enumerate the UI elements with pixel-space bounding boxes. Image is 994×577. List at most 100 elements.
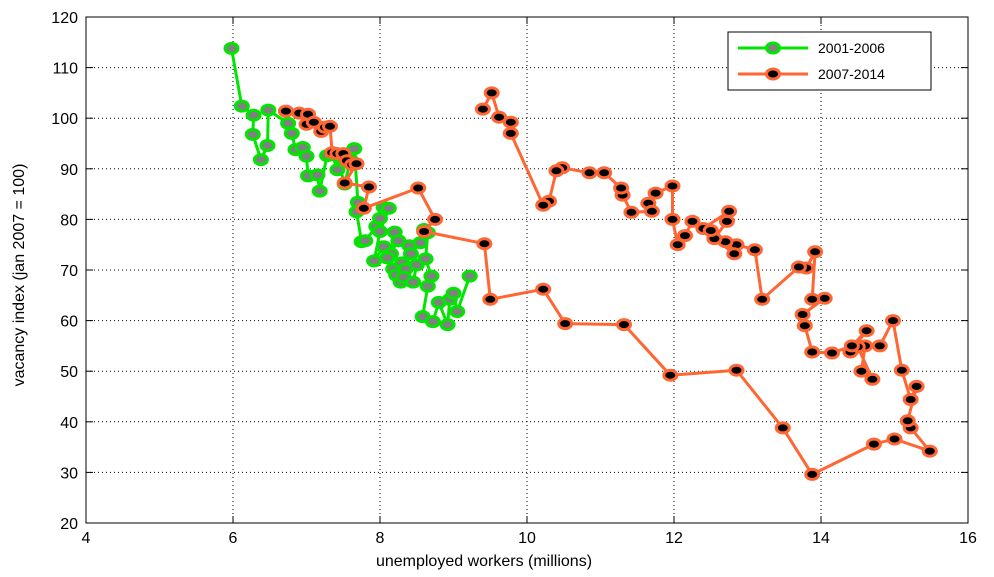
data-point-2001-2006 bbox=[260, 103, 277, 117]
data-point-2007-2014 bbox=[410, 181, 427, 195]
data-point-2001-2006 bbox=[223, 41, 240, 55]
y-tick-label: 90 bbox=[60, 162, 78, 179]
data-point-2007-2014 bbox=[728, 363, 745, 377]
y-tick-label: 110 bbox=[52, 61, 78, 78]
data-point-2001-2006 bbox=[280, 116, 297, 130]
data-point-2001-2006 bbox=[309, 168, 326, 182]
x-tick-label: 14 bbox=[812, 530, 830, 547]
data-point-2001-2006 bbox=[424, 315, 441, 329]
data-point-2007-2014 bbox=[677, 229, 693, 243]
data-point-2007-2014 bbox=[664, 212, 681, 226]
data-point-2007-2014 bbox=[322, 119, 338, 133]
data-point-2007-2014 bbox=[669, 238, 686, 252]
data-point-2007-2014 bbox=[348, 157, 365, 171]
data-point-2007-2014 bbox=[647, 186, 664, 200]
y-tick-label: 30 bbox=[60, 465, 78, 482]
data-point-2001-2006 bbox=[412, 236, 429, 250]
data-point-2007-2014 bbox=[908, 379, 925, 393]
data-point-2001-2006 bbox=[380, 201, 397, 215]
data-point-2007-2014 bbox=[427, 212, 444, 226]
data-point-2007-2014 bbox=[502, 115, 519, 129]
data-point-2007-2014 bbox=[482, 292, 499, 306]
data-point-2007-2014 bbox=[548, 164, 565, 178]
data-point-2007-2014 bbox=[796, 319, 813, 333]
data-point-2007-2014 bbox=[483, 86, 500, 100]
x-tick-label: 12 bbox=[665, 530, 683, 547]
x-axis-label: unemployed workers (millions) bbox=[376, 553, 592, 570]
data-point-2001-2006 bbox=[311, 184, 328, 198]
data-point-2007-2014 bbox=[613, 181, 630, 195]
data-point-2007-2014 bbox=[902, 393, 919, 406]
data-point-2001-2006 bbox=[283, 126, 300, 140]
series-layer bbox=[223, 41, 938, 481]
data-point-2007-2014 bbox=[886, 432, 903, 446]
data-point-2001-2006 bbox=[402, 247, 419, 261]
data-point-2007-2014 bbox=[754, 292, 771, 306]
legend-label-2007-2014: 2007-2014 bbox=[818, 66, 885, 82]
data-point-2007-2014 bbox=[596, 166, 613, 180]
data-point-2007-2014 bbox=[474, 102, 491, 116]
data-point-2001-2006 bbox=[445, 286, 462, 300]
data-point-2001-2006 bbox=[357, 234, 374, 248]
y-tick-label: 70 bbox=[60, 263, 78, 280]
data-point-2007-2014 bbox=[865, 437, 882, 451]
data-point-2007-2014 bbox=[864, 372, 881, 386]
data-point-2007-2014 bbox=[853, 364, 870, 378]
data-point-2007-2014 bbox=[807, 245, 824, 259]
series-line-2007-2014 bbox=[285, 91, 932, 476]
x-tick-label: 16 bbox=[959, 530, 977, 547]
data-point-2007-2014 bbox=[491, 110, 508, 124]
data-point-2007-2014 bbox=[664, 179, 681, 193]
data-point-2007-2014 bbox=[535, 198, 552, 212]
data-point-2001-2006 bbox=[372, 225, 388, 238]
data-point-2001-2006 bbox=[417, 252, 434, 266]
data-point-2007-2014 bbox=[843, 339, 860, 353]
grid-lines bbox=[86, 17, 968, 523]
y-tick-label: 120 bbox=[51, 10, 78, 27]
series-2001-2006 bbox=[223, 41, 478, 332]
data-point-2007-2014 bbox=[721, 204, 738, 218]
data-point-2001-2006 bbox=[439, 318, 456, 332]
data-point-2007-2014 bbox=[726, 247, 743, 261]
x-tick-label: 8 bbox=[376, 530, 385, 547]
data-point-2007-2014 bbox=[476, 237, 493, 251]
y-axis-label: vacancy index (jan 2007 = 100) bbox=[11, 164, 28, 387]
legend-box bbox=[727, 31, 932, 91]
legend-marker-2007-2014 bbox=[765, 67, 781, 81]
data-point-2001-2006 bbox=[245, 108, 262, 122]
data-point-2001-2006 bbox=[233, 99, 250, 113]
data-point-2007-2014 bbox=[355, 201, 372, 215]
data-point-2001-2006 bbox=[461, 269, 478, 283]
x-tick-label: 6 bbox=[229, 530, 238, 547]
data-point-2001-2006 bbox=[405, 275, 422, 289]
data-point-2007-2014 bbox=[794, 308, 811, 321]
legend: 2001-2006 2007-2014 bbox=[727, 31, 932, 91]
y-tick-label: 50 bbox=[60, 364, 78, 381]
data-point-2001-2006 bbox=[423, 269, 440, 283]
data-point-2007-2014 bbox=[718, 214, 735, 228]
data-point-2001-2006 bbox=[252, 153, 269, 167]
data-point-2007-2014 bbox=[816, 291, 833, 305]
data-point-2007-2014 bbox=[804, 292, 821, 306]
data-point-2007-2014 bbox=[416, 225, 433, 238]
x-tick-label: 4 bbox=[82, 530, 91, 547]
data-point-2007-2014 bbox=[899, 414, 916, 428]
data-point-2007-2014 bbox=[361, 180, 377, 194]
data-point-2007-2014 bbox=[774, 421, 791, 435]
data-point-2007-2014 bbox=[643, 204, 660, 218]
data-point-2007-2014 bbox=[535, 282, 552, 296]
data-point-2007-2014 bbox=[581, 166, 598, 180]
data-point-2007-2014 bbox=[616, 318, 632, 332]
data-point-2007-2014 bbox=[684, 214, 701, 228]
y-tick-label: 80 bbox=[60, 212, 78, 229]
axis-ticks: 4 6 8 10 12 14 16 20 30 40 50 60 70 80 90 100 110 120 bbox=[51, 10, 977, 547]
data-point-2007-2014 bbox=[746, 243, 763, 257]
data-point-2001-2006 bbox=[259, 139, 276, 152]
y-tick-label: 40 bbox=[60, 415, 78, 432]
data-point-2001-2006 bbox=[366, 254, 383, 268]
data-point-2001-2006 bbox=[329, 163, 346, 177]
data-point-2007-2014 bbox=[336, 176, 353, 190]
data-point-2007-2014 bbox=[871, 339, 888, 353]
data-point-2001-2006 bbox=[244, 127, 261, 141]
